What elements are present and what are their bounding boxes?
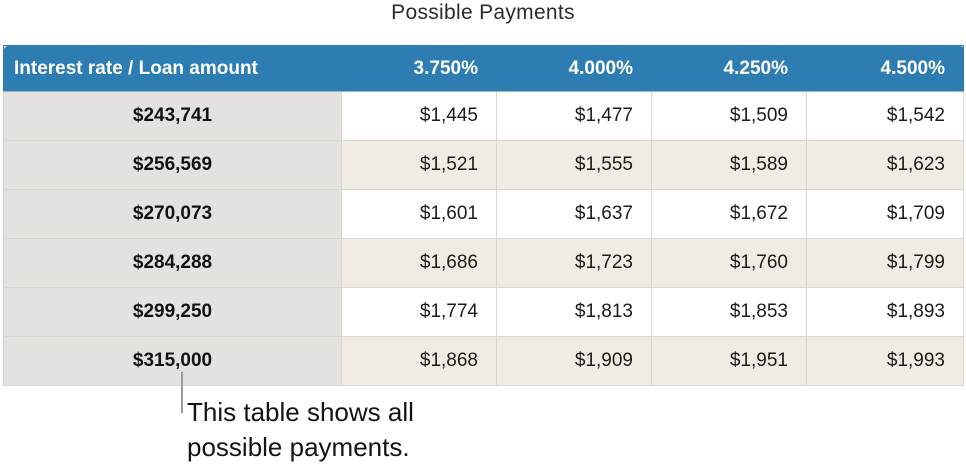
payment-cell[interactable]: $1,445 <box>341 91 497 141</box>
payment-cell[interactable]: $1,709 <box>806 189 964 239</box>
loan-amount-cell[interactable]: $315,000 <box>3 336 342 386</box>
payment-cell[interactable]: $1,868 <box>341 336 497 386</box>
table-row: $270,073 $1,601 $1,637 $1,672 $1,709 <box>3 189 964 239</box>
payment-cell[interactable]: $1,589 <box>651 140 807 190</box>
payment-cell[interactable]: $1,623 <box>806 140 964 190</box>
payment-cell[interactable]: $1,853 <box>651 287 807 337</box>
table-row: $315,000 $1,868 $1,909 $1,951 $1,993 <box>3 336 964 386</box>
header-cell-interest-rate-loan-amount[interactable]: Interest rate / Loan amount <box>3 45 342 92</box>
header-cell-rate-4-250[interactable]: 4.250% <box>651 45 807 92</box>
loan-amount-cell[interactable]: $243,741 <box>3 91 342 141</box>
table-row: $243,741 $1,445 $1,477 $1,509 $1,542 <box>3 91 964 141</box>
table-row: $256,569 $1,521 $1,555 $1,589 $1,623 <box>3 140 964 190</box>
callout-text-line2: possible payments. <box>187 432 410 462</box>
header-cell-rate-4-000[interactable]: 4.000% <box>496 45 652 92</box>
payment-cell[interactable]: $1,601 <box>341 189 497 239</box>
loan-amount-cell[interactable]: $284,288 <box>3 238 342 288</box>
callout-text-line1: This table shows all <box>187 397 414 427</box>
page-title: Possible Payments <box>391 1 575 24</box>
payment-cell[interactable]: $1,477 <box>496 91 652 141</box>
payment-cell[interactable]: $1,542 <box>806 91 964 141</box>
payment-cell[interactable]: $1,555 <box>496 140 652 190</box>
payment-cell[interactable]: $1,686 <box>341 238 497 288</box>
table-row: $284,288 $1,686 $1,723 $1,760 $1,799 <box>3 238 964 288</box>
payment-cell[interactable]: $1,723 <box>496 238 652 288</box>
table-row: $299,250 $1,774 $1,813 $1,853 $1,893 <box>3 287 964 337</box>
payment-cell[interactable]: $1,672 <box>651 189 807 239</box>
payment-cell[interactable]: $1,799 <box>806 238 964 288</box>
payment-cell[interactable]: $1,893 <box>806 287 964 337</box>
header-cell-rate-4-500[interactable]: 4.500% <box>806 45 964 92</box>
loan-amount-cell[interactable]: $299,250 <box>3 287 342 337</box>
payment-cell[interactable]: $1,813 <box>496 287 652 337</box>
loan-amount-cell[interactable]: $270,073 <box>3 189 342 239</box>
table-header-row: Interest rate / Loan amount 3.750% 4.000… <box>3 45 964 92</box>
payment-cell[interactable]: $1,951 <box>651 336 807 386</box>
payment-cell[interactable]: $1,993 <box>806 336 964 386</box>
header-cell-rate-3-750[interactable]: 3.750% <box>341 45 497 92</box>
payment-cell[interactable]: $1,909 <box>496 336 652 386</box>
possible-payments-table: Interest rate / Loan amount 3.750% 4.000… <box>3 45 964 386</box>
callout-text: This table shows all possible payments. <box>187 395 414 465</box>
payment-cell[interactable]: $1,509 <box>651 91 807 141</box>
payment-cell[interactable]: $1,774 <box>341 287 497 337</box>
payment-cell[interactable]: $1,760 <box>651 238 807 288</box>
payment-cell[interactable]: $1,521 <box>341 140 497 190</box>
loan-amount-cell[interactable]: $256,569 <box>3 140 342 190</box>
callout-connector-line <box>181 372 183 413</box>
payment-cell[interactable]: $1,637 <box>496 189 652 239</box>
